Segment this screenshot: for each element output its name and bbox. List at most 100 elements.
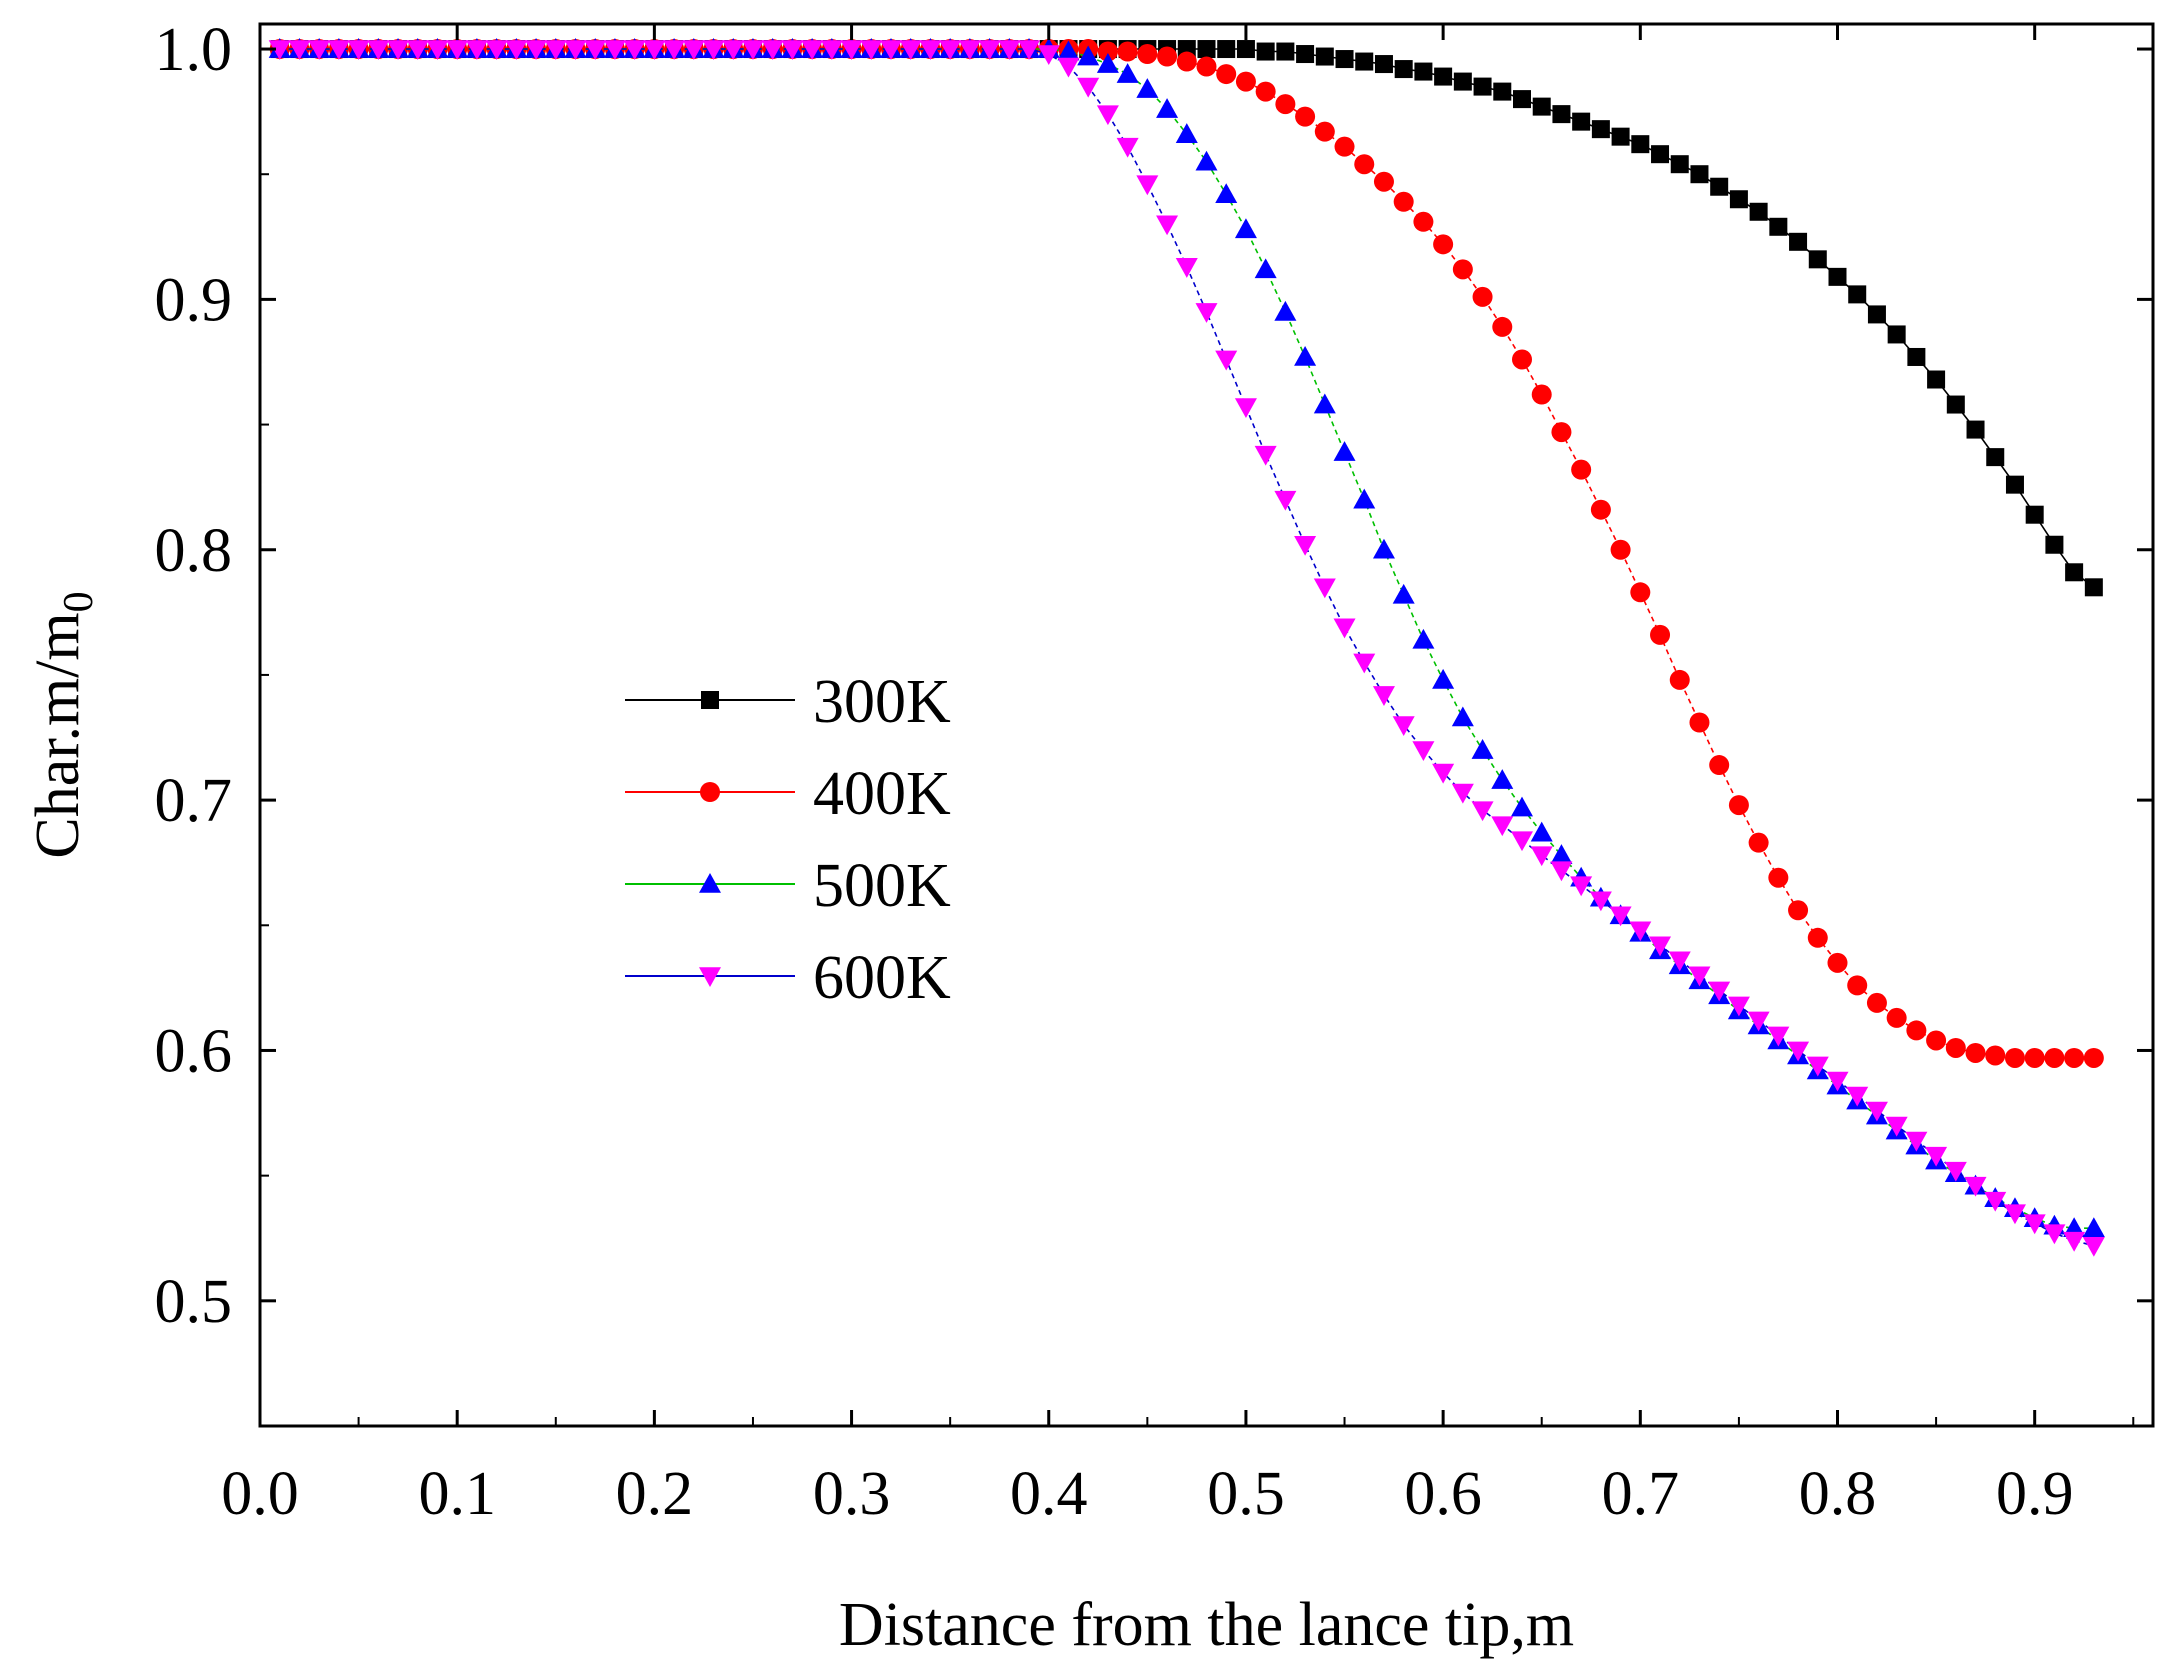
data-point [1570, 876, 1593, 897]
data-point [1710, 177, 1729, 196]
data-point [1216, 64, 1237, 85]
y-tick-label: 0.7 [155, 767, 233, 835]
data-point [1826, 1071, 1849, 1092]
data-point [1729, 190, 1748, 209]
data-point [1511, 831, 1533, 852]
data-point [1215, 183, 1238, 204]
data-point [327, 40, 350, 61]
data-point [1847, 975, 1868, 996]
legend-item-300K: 300K [625, 668, 951, 736]
data-point [1630, 582, 1651, 603]
data-point [2003, 1204, 2026, 1225]
data-point [1077, 45, 1100, 66]
data-point [1747, 1011, 1770, 1032]
data-point [505, 40, 528, 61]
data-point [1590, 499, 1611, 520]
data-point [939, 40, 962, 61]
data-point [1492, 316, 1513, 337]
data-point [308, 40, 331, 61]
axes-layer: 0.0 0.1 0.2 0.3 0.4 0.5 0.6 0.7 0.8 0.9 0.5 0.6 0.7 0… [155, 16, 2155, 1528]
data-point [1373, 171, 1394, 192]
data-point [1886, 1007, 1907, 1028]
data-point [1294, 345, 1317, 366]
data-point [2043, 1224, 2066, 1245]
data-point [1136, 78, 1159, 98]
data-point [1434, 67, 1453, 86]
data-point [1037, 45, 1060, 66]
x-tick-label: 0.9 [1996, 1460, 2074, 1528]
data-point [1294, 535, 1317, 556]
data-point [1393, 191, 1414, 212]
data-point [1670, 155, 1689, 174]
data-point [1944, 1161, 1967, 1182]
x-tick-label: 0.3 [813, 1460, 891, 1528]
data-point [1985, 1045, 2006, 1066]
data-point [1235, 71, 1256, 92]
data-point [1688, 966, 1711, 987]
data-point [446, 40, 469, 61]
data-point [1768, 867, 1789, 888]
data-point [1274, 490, 1297, 511]
legend: 300K 400K 500K 600K [625, 668, 951, 1012]
data-point [1965, 1042, 1986, 1063]
data-point [1650, 624, 1671, 645]
data-point [958, 40, 981, 61]
data-point [1946, 395, 1965, 414]
data-point [1334, 136, 1355, 157]
data-point [1552, 105, 1571, 124]
data-point [1867, 305, 1886, 324]
x-axis-title: Distance from the lance tip,m [839, 1591, 1574, 1659]
data-point [860, 40, 883, 61]
data-point [1907, 347, 1926, 366]
data-point [1572, 112, 1591, 131]
data-point [1156, 98, 1179, 118]
data-point [1986, 448, 2005, 467]
data-point [1887, 325, 1906, 344]
data-point [1885, 1116, 1908, 1137]
data-point [1215, 350, 1238, 371]
data-point [702, 40, 725, 61]
data-point [1906, 1020, 1927, 1041]
data-point [1394, 60, 1413, 79]
data-point [1335, 50, 1354, 69]
data-point [1690, 165, 1709, 184]
data-point [1276, 42, 1295, 61]
data-point [1412, 628, 1435, 649]
data-point [603, 40, 626, 61]
data-point [1473, 77, 1492, 96]
data-point [899, 40, 922, 61]
data-point [1374, 55, 1393, 74]
data-point [1651, 145, 1670, 164]
data-point [268, 40, 291, 61]
data-point [1649, 936, 1672, 957]
data-point [1254, 445, 1277, 466]
data-point [1392, 583, 1415, 604]
data-point [1767, 1026, 1790, 1047]
data-point [1234, 218, 1257, 239]
data-point [1749, 202, 1768, 221]
data-point [1550, 861, 1573, 882]
data-point [1077, 77, 1100, 98]
data-point [2082, 1217, 2105, 1238]
data-point [1196, 56, 1217, 77]
data-point [584, 40, 607, 61]
data-point [1175, 123, 1198, 143]
x-tick-label: 0.1 [418, 1460, 496, 1528]
legend-label: 400K [813, 760, 951, 828]
x-tick-label: 0.2 [616, 1460, 694, 1528]
data-point [1589, 891, 1612, 912]
data-point [1631, 135, 1650, 154]
data-point [1313, 393, 1336, 414]
y-tick-label: 0.6 [155, 1017, 233, 1085]
data-point [2005, 475, 2024, 494]
data-point [1984, 1191, 2007, 1212]
data-point [1571, 459, 1592, 480]
legend-marker [701, 691, 719, 709]
data-point [1452, 259, 1473, 280]
data-point [1236, 40, 1255, 59]
data-point [682, 40, 705, 61]
legend-marker [699, 967, 721, 987]
data-point [1748, 832, 1769, 853]
y-tick-label: 0.5 [155, 1268, 233, 1336]
data-point [1451, 706, 1474, 727]
